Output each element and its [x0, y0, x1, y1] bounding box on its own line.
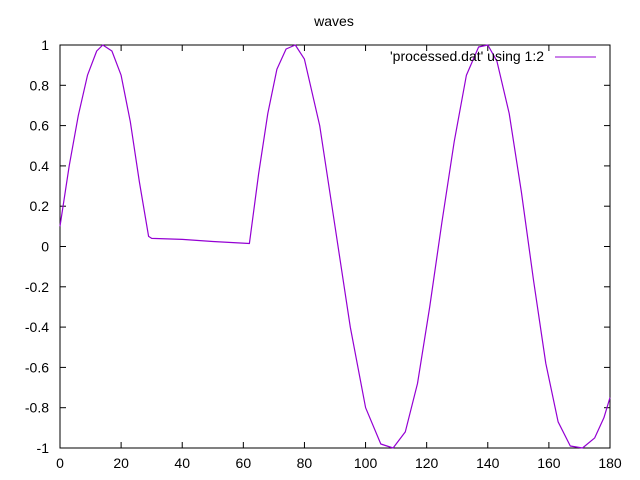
plot-frame [59, 44, 611, 449]
x-tick-label: 180 [598, 455, 622, 471]
y-axis-ticks: 1 0.8 0.6 0.4 0.2 0 -0.2 -0.4 -0.6 -0.8 -1 [25, 37, 610, 456]
y-tick-label: -0.6 [25, 359, 49, 375]
y-tick-label: -0.2 [25, 279, 49, 295]
y-tick-label: 0.2 [30, 198, 50, 214]
x-tick-label: 140 [476, 455, 500, 471]
x-tick-label: 120 [415, 455, 439, 471]
y-tick-label: -0.4 [25, 319, 49, 335]
x-tick-label: 80 [297, 455, 313, 471]
x-tick-label: 160 [537, 455, 561, 471]
legend: 'processed.dat' using 1:2 [390, 48, 596, 64]
x-tick-label: 100 [354, 455, 378, 471]
x-tick-label: 40 [174, 455, 190, 471]
y-tick-label: -0.8 [25, 400, 49, 416]
legend-entry-label: 'processed.dat' using 1:2 [390, 48, 544, 64]
y-tick-label: 0 [41, 239, 49, 255]
chart-title: waves [313, 13, 354, 29]
x-axis-ticks: 0 20 40 60 80 100 120 140 160 180 [56, 45, 622, 471]
y-tick-label: 0.6 [30, 118, 50, 134]
series-layer [59, 44, 611, 449]
y-tick-label: 0.8 [30, 77, 50, 93]
y-tick-label: -1 [37, 440, 50, 456]
y-tick-label: 0.4 [30, 158, 50, 174]
series-line [59, 44, 611, 449]
x-tick-label: 60 [236, 455, 252, 471]
y-tick-label: 1 [41, 37, 49, 53]
x-tick-label: 20 [113, 455, 129, 471]
x-tick-label: 0 [56, 455, 64, 471]
